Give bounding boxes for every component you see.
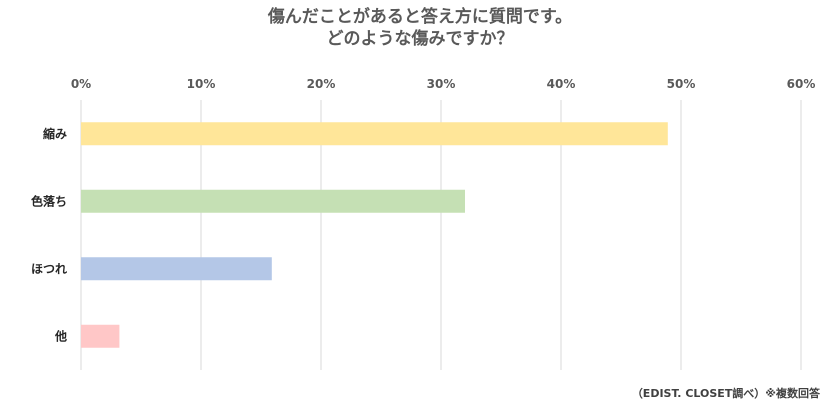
category-label: ほつれ — [31, 262, 67, 276]
x-tick-label: 10% — [187, 77, 216, 91]
x-tick-label: 0% — [71, 77, 91, 91]
source-note: （EDIST. CLOSET調べ）※複数回答 — [631, 387, 820, 400]
x-tick-label: 50% — [667, 77, 696, 91]
bar — [81, 122, 668, 146]
chart-title: 傷んだことがあると答え方に質問です。 どのような傷みですか？ — [0, 6, 840, 50]
x-tick-label: 40% — [547, 77, 576, 91]
chart-title-line-1: 傷んだことがあると答え方に質問です。 — [267, 7, 573, 27]
x-axis-ticks: 0% 10% 20% 30% 40% 50% 60% — [71, 77, 816, 91]
x-tick-label: 60% — [787, 77, 816, 91]
category-label: 縮み — [43, 126, 67, 141]
x-tick-label: 30% — [427, 77, 456, 91]
x-tick-label: 20% — [307, 77, 336, 91]
category-label: 他 — [54, 328, 67, 343]
bar — [81, 189, 465, 213]
bar — [81, 324, 120, 348]
chart-title-line-2: どのような傷みですか？ — [326, 29, 514, 49]
category-label: 色落ち — [31, 193, 67, 208]
bars — [81, 122, 668, 348]
bar — [81, 257, 272, 281]
